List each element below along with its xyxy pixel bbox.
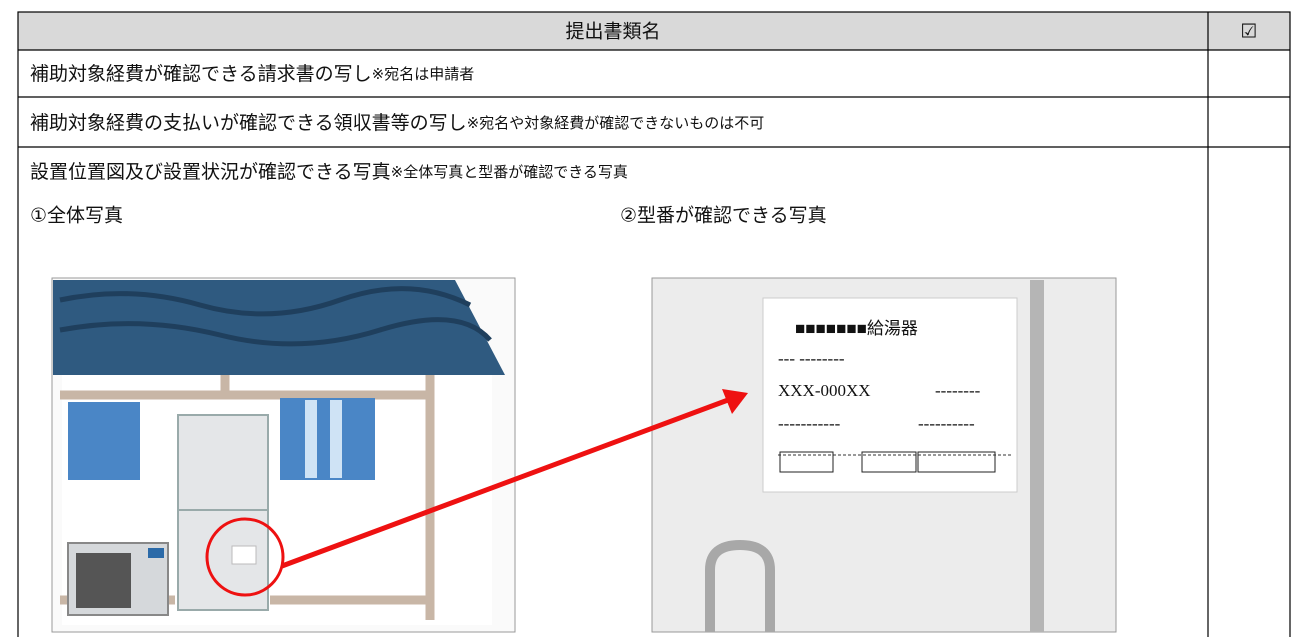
label-line: ■■■■■■■給湯器 [795,319,918,338]
row-text: 設置位置図及び設置状況が確認できる写真※全体写真と型番が確認できる写真 [30,161,628,183]
label-line: ----------- [778,414,841,433]
arrow [281,389,748,569]
photo-caption: ①全体写真 [30,205,123,227]
header-bg [18,12,1290,50]
photo-model: ■■■■■■■給湯器 --- -------- XXX-000XX ------… [651,277,1117,633]
photo-overall [51,277,516,633]
label-line: XXX-000XX [778,381,871,400]
header-check: ☑ [1240,21,1257,43]
row-text: 補助対象経費が確認できる請求書の写し※宛名は申請者 [30,63,474,85]
label-line: --- -------- [778,349,845,368]
doc-note: ※宛名や対象経費が確認できないものは不可 [467,114,765,132]
label-line: ---------- [918,414,975,433]
doc-name: 補助対象経費の支払いが確認できる領収書等の写し [30,112,467,134]
doc-note: ※全体写真と型番が確認できる写真 [391,163,628,181]
label-line: -------- [935,381,981,400]
photo-caption: ②型番が確認できる写真 [620,205,827,227]
doc-name: 設置位置図及び設置状況が確認できる写真 [30,161,391,183]
doc-name: 補助対象経費が確認できる請求書の写し [30,63,372,85]
doc-note: ※宛名は申請者 [372,65,475,83]
table-grid [17,11,1291,637]
row-text: 補助対象経費の支払いが確認できる領収書等の写し※宛名や対象経費が確認できないもの… [30,112,764,134]
header-title: 提出書類名 [565,21,660,43]
